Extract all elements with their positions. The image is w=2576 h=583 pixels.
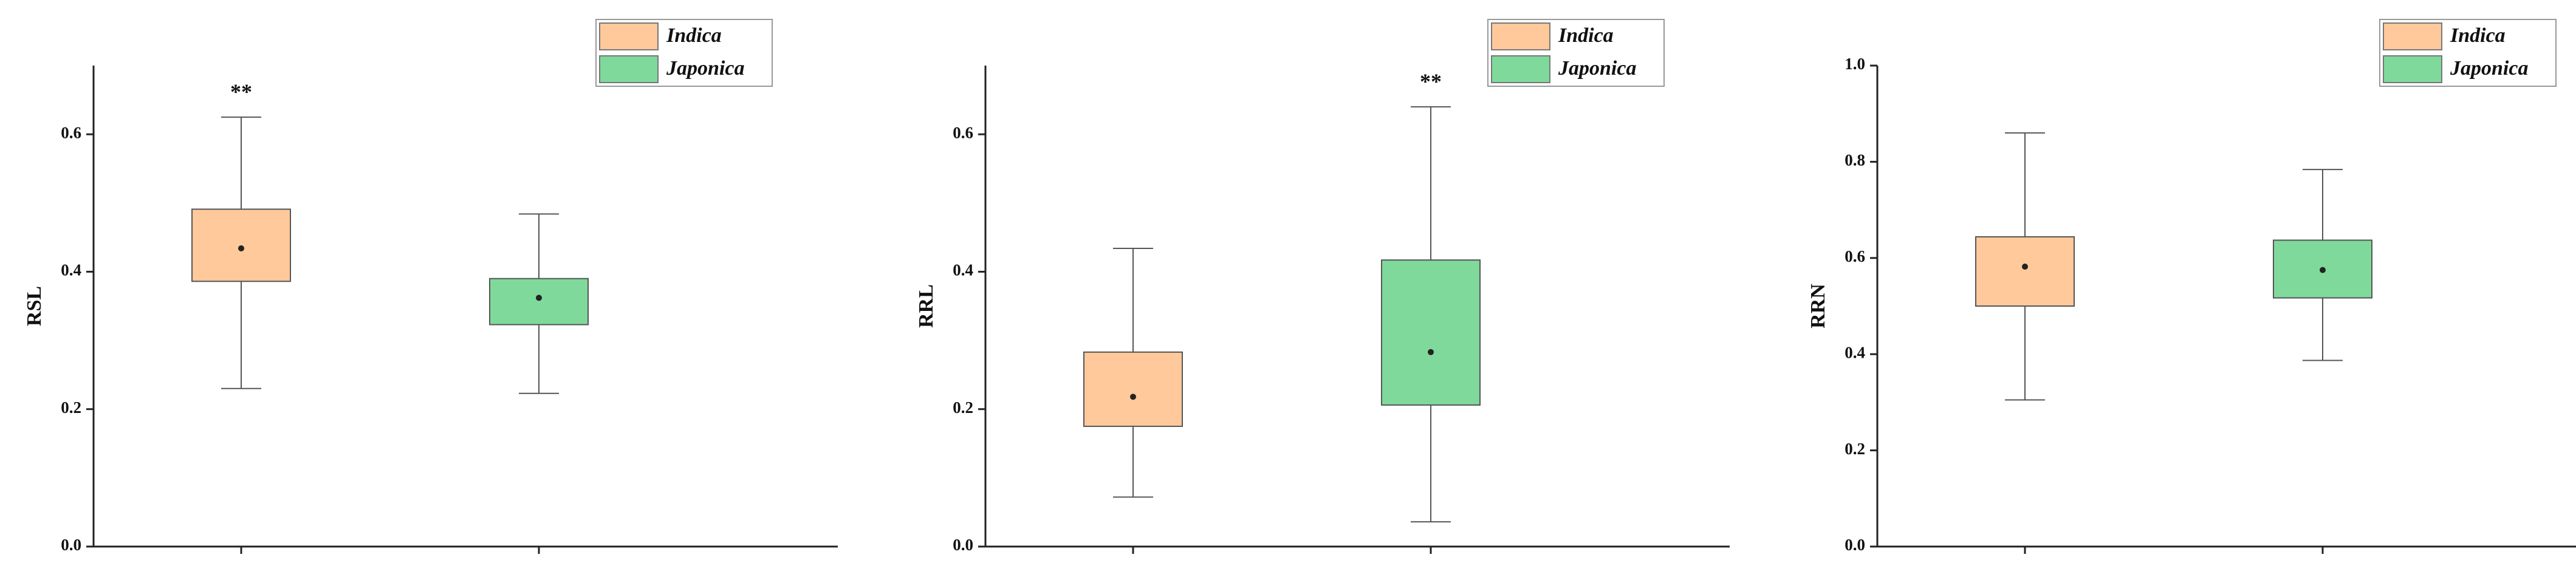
legend-label: Japonica [2450, 57, 2528, 80]
legend-frame [595, 19, 773, 87]
y-tick-label: 0.4 [61, 261, 81, 279]
mean-dot [536, 295, 542, 301]
significance: ** [230, 80, 252, 104]
box [1083, 351, 1183, 428]
box [1975, 236, 2075, 307]
legend-swatch [1491, 55, 1550, 83]
y-tick-label: 0.6 [61, 123, 81, 141]
mean-dot [1428, 349, 1434, 355]
y-tick-label: 1.0 [1845, 55, 1865, 73]
legend-label: Indica [1558, 24, 1614, 47]
legend-swatch [2383, 55, 2442, 83]
y-tick-label: 0.8 [1845, 151, 1865, 169]
legend-frame [1487, 19, 1665, 87]
y-tick-label: 0.4 [1845, 343, 1865, 361]
y-axis-label: RRN [1807, 284, 1829, 329]
legend-label: Indica [666, 24, 722, 47]
legend-swatch [599, 22, 659, 50]
box [1381, 259, 1481, 406]
mean-dot [2022, 264, 2028, 270]
box [489, 278, 589, 326]
y-tick-label: 0.2 [1845, 440, 1865, 458]
box [191, 208, 291, 282]
y-axis-label: RSL [23, 286, 46, 326]
legend-swatch [1491, 22, 1550, 50]
significance: ** [1420, 69, 1442, 94]
y-tick-label: 0.2 [953, 398, 973, 417]
mean-dot [2320, 267, 2326, 273]
y-tick-label: 0.6 [1845, 247, 1865, 265]
y-axis-label: RRL [915, 284, 937, 328]
y-tick-label: 0.6 [953, 123, 973, 141]
mean-dot [1130, 394, 1136, 400]
y-tick-label: 0.2 [61, 398, 81, 417]
mean-dot [238, 245, 244, 251]
legend-label: Indica [2450, 24, 2506, 47]
legend-label: Japonica [666, 57, 744, 80]
y-tick-label: 0.0 [953, 536, 973, 554]
y-tick-label: 0.0 [61, 536, 81, 554]
legend-swatch [2383, 22, 2442, 50]
legend-frame [2379, 19, 2557, 87]
y-tick-label: 0.4 [953, 261, 973, 279]
legend-swatch [599, 55, 659, 83]
y-tick-label: 0.0 [1845, 536, 1865, 554]
legend-label: Japonica [1558, 57, 1636, 80]
